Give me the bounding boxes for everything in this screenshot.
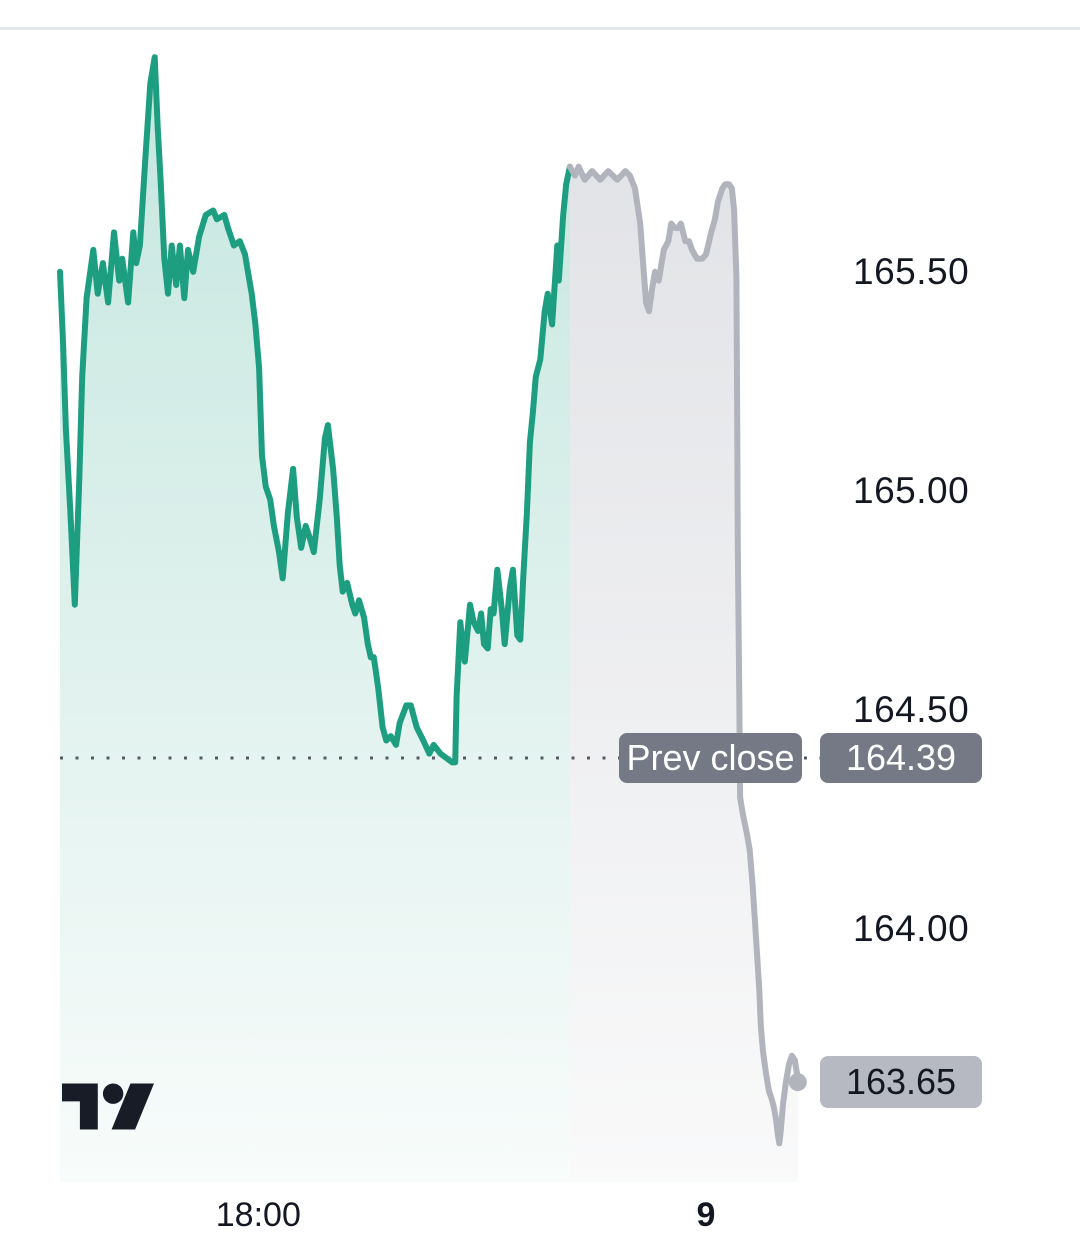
main-session-line [57,54,573,766]
prev-close-label-badge: Prev close [619,733,802,783]
last-price-dot [788,1073,807,1092]
after-hours-line [566,163,801,1147]
after-hours-area [569,166,798,1182]
y-axis-label: 164.50 [853,688,970,730]
y-axis-label: 165.00 [853,469,970,511]
y-axis-label: 164.00 [853,907,970,949]
last-price-value: 163.65 [845,1061,957,1103]
prev-close-label: Prev close [626,737,795,778]
prev-close-value-badge: 164.39 [820,733,982,783]
prev-close-value: 164.39 [845,737,957,778]
y-axis-label: 165.50 [853,250,970,292]
top-divider [0,27,1080,30]
tradingview-logo[interactable] [62,1073,154,1145]
main-session-area [60,57,570,1183]
x-axis-label: 9 [696,1196,716,1234]
last-price-badge: 163.65 [820,1056,982,1109]
x-axis-label: 18:00 [215,1196,301,1234]
